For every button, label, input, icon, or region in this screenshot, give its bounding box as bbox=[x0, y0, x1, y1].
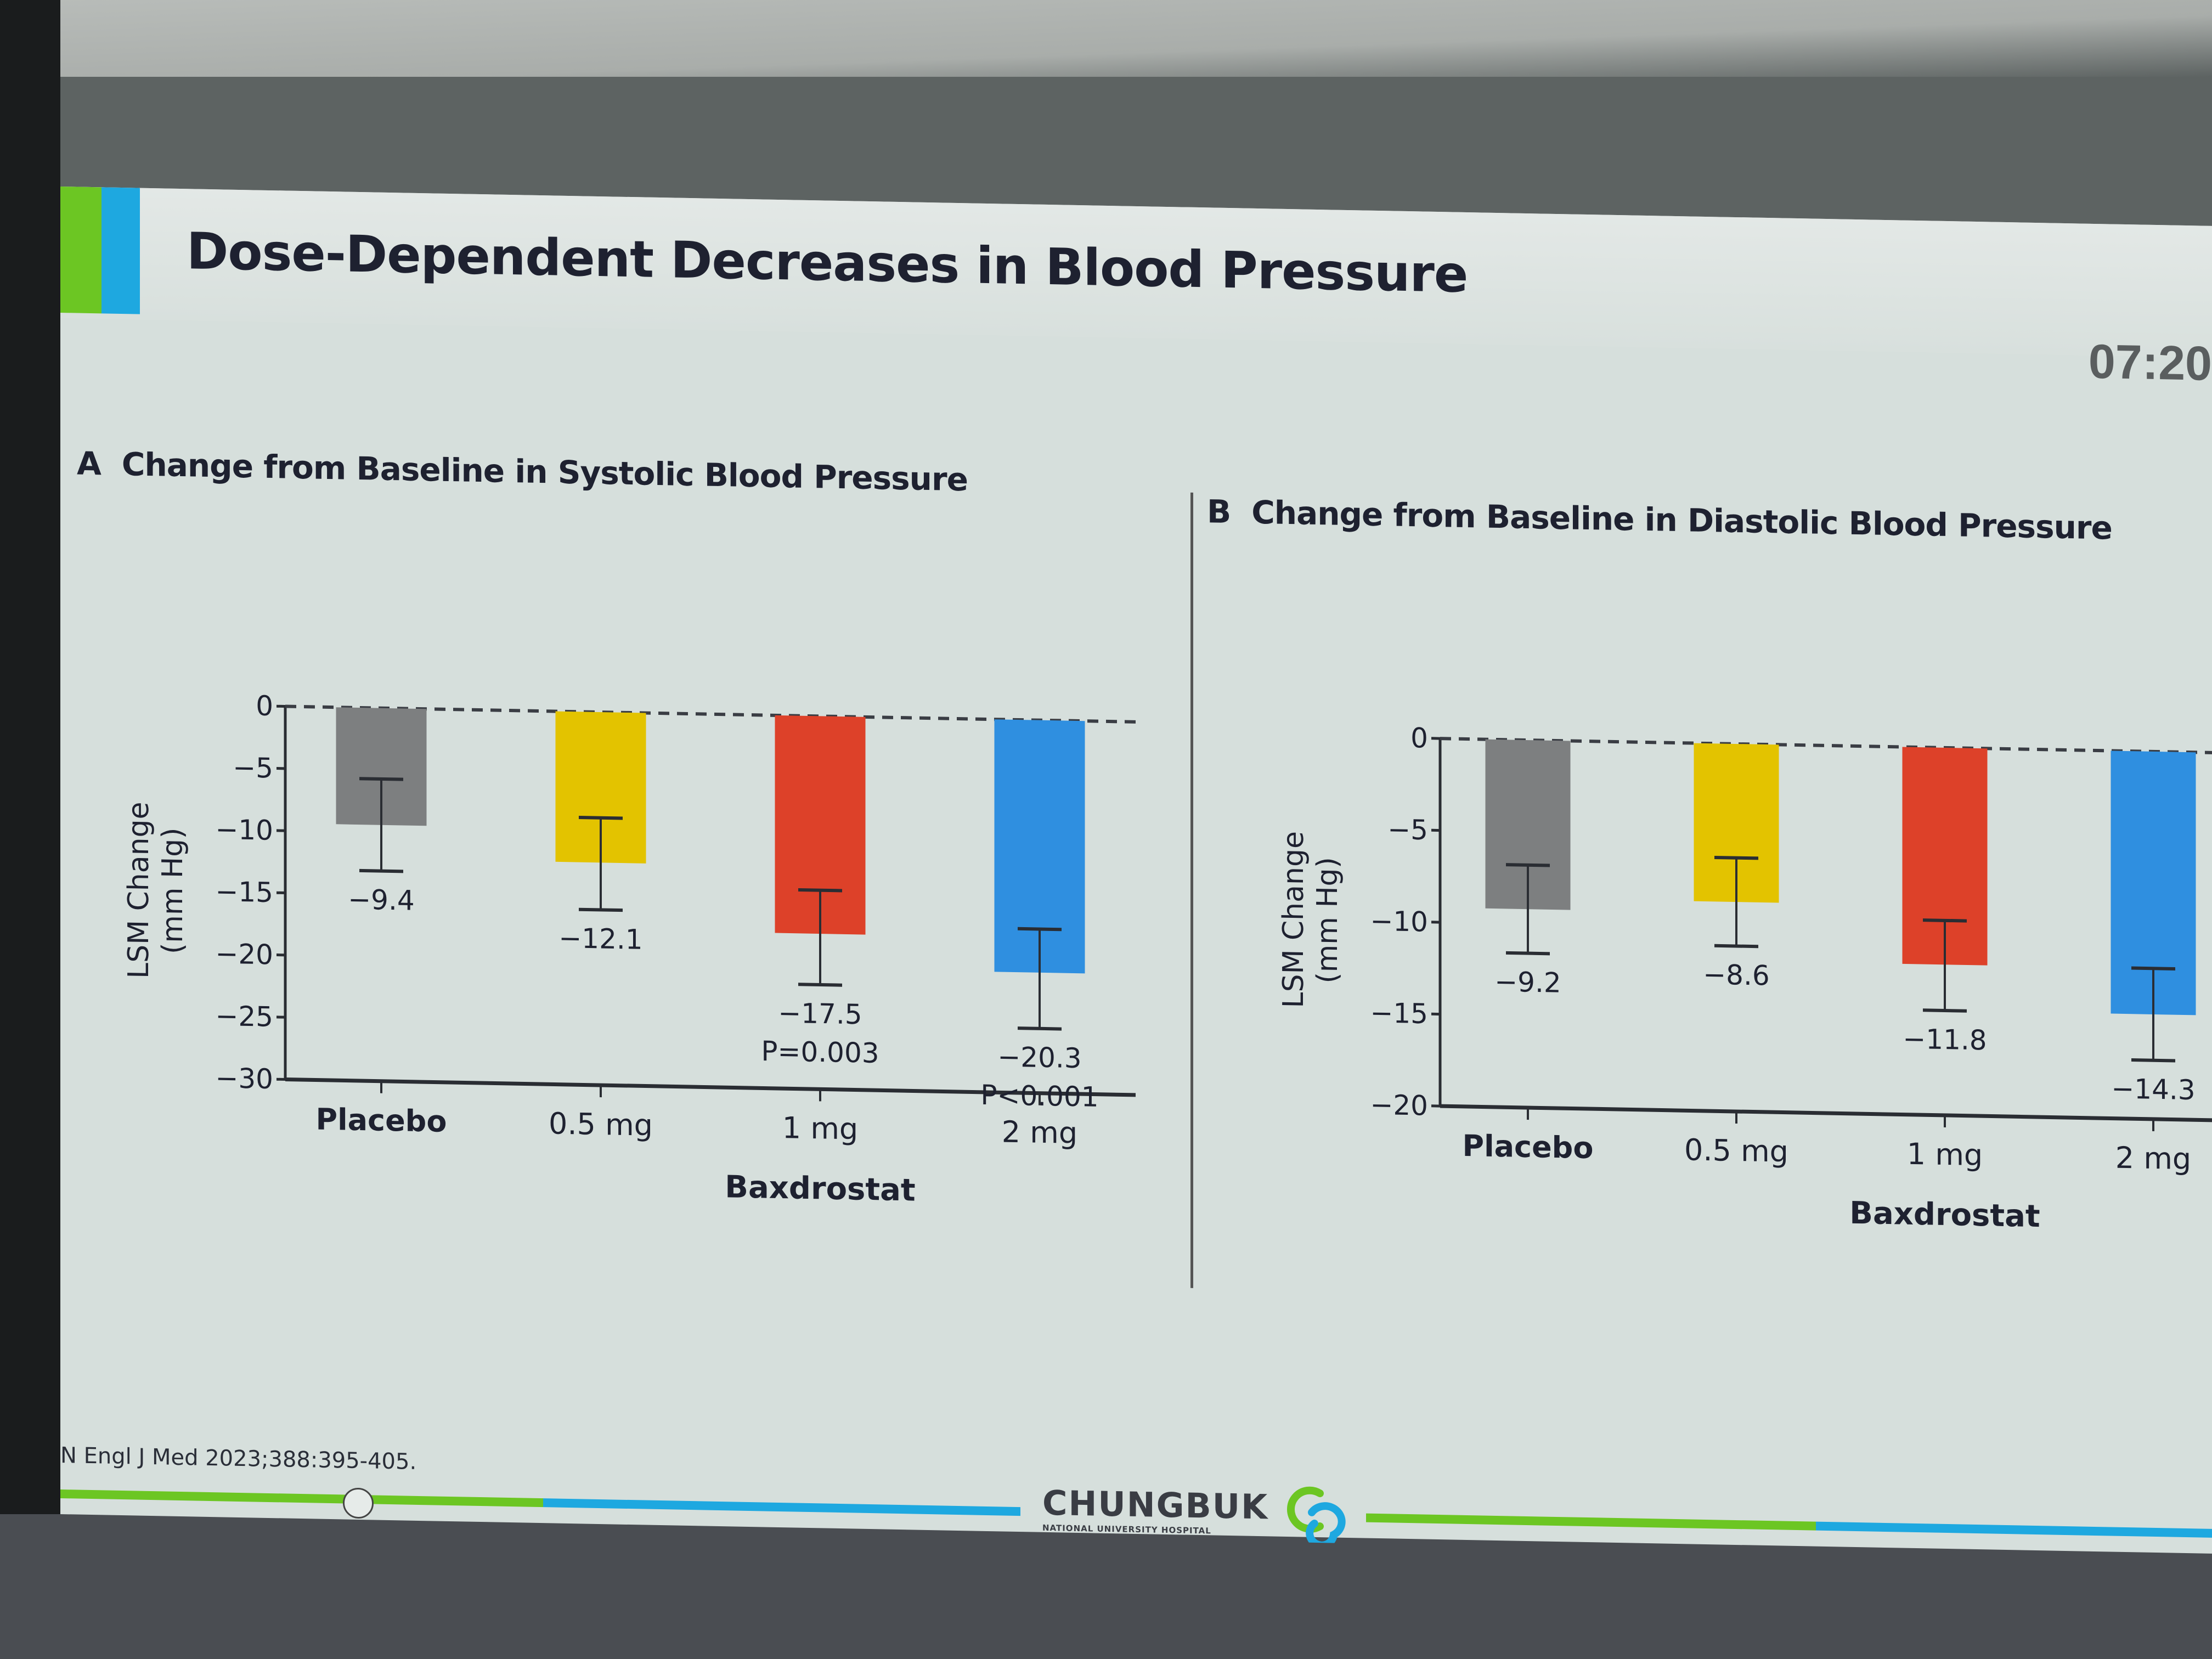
y-axis-label-line: (mm Hg) bbox=[1311, 857, 1344, 984]
y-tick-label: −20 bbox=[215, 938, 273, 971]
y-tick-label: −5 bbox=[233, 752, 273, 784]
bar bbox=[555, 711, 646, 864]
presentation-slide: Dose-Dependent Decreases in Blood Pressu… bbox=[60, 187, 2212, 1554]
data-label: −9.4 bbox=[348, 884, 414, 917]
x-tick-label: 1 mg bbox=[782, 1110, 858, 1147]
y-axis-label: LSM Change(mm Hg) bbox=[122, 802, 189, 980]
panel-a-title: A Change from Baseline in Systolic Blood … bbox=[77, 445, 968, 499]
x-tick-label: Placebo bbox=[316, 1102, 447, 1139]
x-tick-label: 2 mg bbox=[1002, 1114, 1077, 1150]
bar bbox=[775, 715, 866, 935]
logo-name: CHUNGBUK bbox=[1042, 1482, 1269, 1527]
data-label: −11.8 bbox=[1903, 1023, 1987, 1057]
bar bbox=[994, 719, 1085, 974]
panel-a-letter: A bbox=[77, 444, 101, 483]
data-label: −14.3 bbox=[2111, 1073, 2195, 1106]
y-tick-label: −15 bbox=[215, 876, 273, 909]
y-tick-label: −10 bbox=[215, 814, 273, 847]
citation-reference: N Engl J Med 2023;388:395-405. bbox=[60, 1443, 417, 1475]
bar bbox=[1902, 747, 1988, 966]
error-cap-top bbox=[359, 777, 403, 781]
error-cap-bottom bbox=[1018, 1026, 1062, 1031]
data-label: −17.5 bbox=[778, 997, 862, 1031]
y-tick-label: −15 bbox=[1370, 997, 1428, 1030]
bar bbox=[336, 707, 427, 826]
error-cap-top bbox=[1923, 918, 1967, 923]
panel-b-title: B Change from Baseline in Diastolic Blood… bbox=[1207, 493, 2112, 546]
y-tick-label: −30 bbox=[215, 1062, 273, 1095]
y-tick-label: 0 bbox=[256, 690, 273, 723]
bar bbox=[1485, 739, 1571, 910]
footer-line-blue-left bbox=[543, 1498, 1020, 1516]
p-value-label: P=0.003 bbox=[761, 1035, 879, 1069]
x-axis-label: Baxdrostat bbox=[1849, 1195, 2040, 1234]
panel-a-title-text: Change from Baseline in Systolic Blood P… bbox=[121, 445, 968, 499]
bar bbox=[2111, 751, 2196, 1015]
x-axis-line bbox=[1440, 1104, 2212, 1122]
footer-line-green-right bbox=[1366, 1513, 1816, 1531]
panel-b-title-text: Change from Baseline in Diastolic Blood … bbox=[1251, 493, 2112, 547]
presentation-timer: 07:20 bbox=[2088, 334, 2212, 391]
footer-line-blue-right bbox=[1816, 1521, 2212, 1538]
y-axis-label: LSM Change(mm Hg) bbox=[1277, 831, 1344, 1009]
error-cap-bottom bbox=[1923, 1008, 1967, 1013]
x-tick-label: Placebo bbox=[1463, 1128, 1594, 1165]
y-tick-label: −5 bbox=[1387, 814, 1428, 846]
hospital-logo: CHUNGBUK NATIONAL UNIVERSITY HOSPITAL bbox=[1042, 1477, 1353, 1544]
bar bbox=[1694, 743, 1779, 903]
screen-frame bbox=[0, 0, 60, 1659]
logo-mark-icon bbox=[1287, 1486, 1346, 1544]
y-axis-label-line: LSM Change bbox=[122, 802, 155, 979]
data-label: −20.3 bbox=[997, 1041, 1081, 1074]
data-label: −12.1 bbox=[558, 922, 642, 956]
y-axis-label-line: LSM Change bbox=[1277, 831, 1310, 1008]
camera-icon[interactable] bbox=[343, 1487, 374, 1519]
error-cap-bottom bbox=[798, 983, 842, 987]
y-tick-label: −10 bbox=[1370, 905, 1428, 938]
y-tick-label: −25 bbox=[215, 1000, 273, 1033]
wall-background bbox=[0, 0, 2212, 77]
accent-bar-green bbox=[60, 187, 101, 314]
x-axis-label: Baxdrostat bbox=[725, 1169, 915, 1208]
x-axis-line bbox=[285, 1077, 1136, 1097]
accent-bar-blue bbox=[101, 187, 140, 314]
data-label: −9.2 bbox=[1494, 966, 1561, 999]
y-axis-label-line: (mm Hg) bbox=[156, 827, 189, 955]
y-tick-label: 0 bbox=[1410, 722, 1428, 754]
data-label: −8.6 bbox=[1703, 958, 1769, 991]
y-tick-label: −20 bbox=[1370, 1089, 1428, 1122]
x-tick-label: 0.5 mg bbox=[549, 1106, 653, 1142]
panel-b-letter: B bbox=[1207, 493, 1231, 531]
chart-diastolic: LSM Change(mm Hg) 0 −5 −10 −15 −20 −9.2 Placebo… bbox=[1277, 722, 2212, 1234]
chart-systolic: LSM Change(mm Hg) 0 −5 −10 −15 −20 −25 −30 −9.4 P… bbox=[122, 690, 1136, 1209]
x-tick-label: 2 mg bbox=[2115, 1141, 2191, 1177]
x-tick-label: 0.5 mg bbox=[1684, 1132, 1788, 1169]
footer-line-green-left bbox=[60, 1489, 543, 1508]
error-cap-top bbox=[579, 815, 623, 820]
error-cap-top bbox=[1714, 855, 1758, 860]
panel-divider bbox=[1190, 492, 1193, 1288]
x-tick-label: 1 mg bbox=[1907, 1137, 1983, 1173]
